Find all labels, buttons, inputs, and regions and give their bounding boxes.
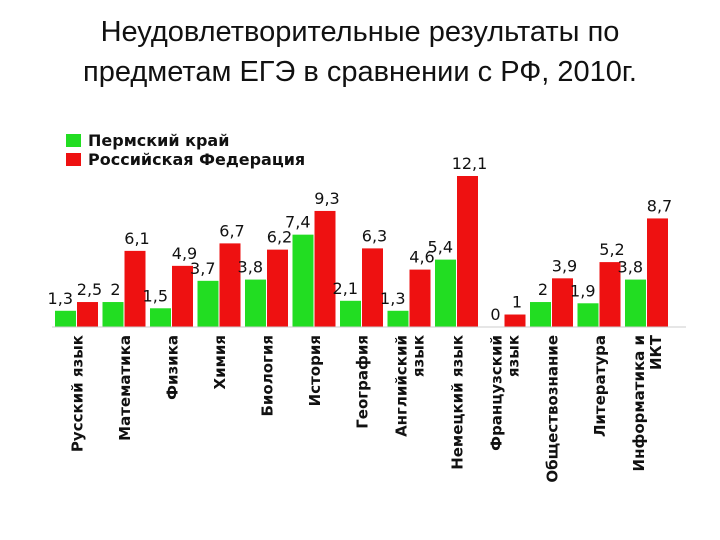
- bar-rf-2: [172, 265, 193, 327]
- value-label-rf-6: 6,3: [362, 226, 387, 245]
- value-label-rf-11: 5,2: [599, 240, 624, 259]
- category-label-1: Математика: [116, 335, 134, 441]
- category-label-line: Французский: [488, 335, 506, 451]
- value-label-rf-8: 12,1: [452, 154, 488, 173]
- bar-perm-5: [292, 234, 314, 327]
- category-labels: Русский язык Математика Физика Химия Биологи…: [69, 334, 666, 482]
- value-label-perm-8: 5,4: [428, 238, 453, 257]
- bar-rf-11: [599, 262, 621, 327]
- bar-rf-9: [504, 314, 526, 327]
- category-label-line: Английский: [393, 335, 411, 437]
- category-label-line: География: [354, 335, 372, 429]
- legend-label-perm: Пермский край: [88, 131, 229, 150]
- bar-rf-5: [314, 210, 336, 327]
- bar-perm-10: [530, 302, 551, 327]
- category-label-10: Обществознание: [544, 335, 562, 483]
- category-label-line: ИКТ: [647, 334, 665, 370]
- value-label-perm-1: 2: [110, 280, 120, 299]
- value-label-rf-4: 6,2: [267, 228, 292, 247]
- category-label-4: Биология: [259, 335, 277, 417]
- value-label-rf-5: 9,3: [314, 189, 339, 208]
- category-label-8: Немецкий язык: [449, 335, 467, 470]
- bar-perm-2: [150, 308, 171, 327]
- value-label-perm-9: 0: [490, 305, 500, 324]
- category-label-line: Физика: [164, 335, 182, 400]
- bar-rf-7: [409, 269, 431, 327]
- legend-swatch-rf: [66, 153, 81, 166]
- legend-label-rf: Российская Федерация: [88, 150, 305, 169]
- category-label-0: Русский язык: [69, 335, 87, 452]
- category-label-line: Химия: [211, 335, 229, 389]
- value-label-rf-2: 4,9: [172, 244, 197, 263]
- chart-title-line-2: предметам ЕГЭ в сравнении с РФ, 2010г.: [83, 56, 637, 88]
- chart-title-line-1: Неудовлетворительные результаты по: [100, 16, 620, 48]
- legend-swatch-perm: [66, 134, 81, 147]
- category-label-6: География: [354, 335, 372, 429]
- chart-title: Неудовлетворительные результаты по предм…: [0, 12, 720, 92]
- bar-perm-1: [102, 302, 124, 327]
- category-label-line: Биология: [259, 335, 277, 417]
- bar-rf-12: [647, 218, 668, 327]
- value-label-rf-0: 2,5: [77, 280, 102, 299]
- value-label-perm-2: 1,5: [143, 286, 168, 305]
- value-label-perm-5: 7,4: [285, 213, 310, 232]
- category-label-9: Французский язык: [488, 335, 523, 451]
- value-label-perm-0: 1,3: [48, 289, 73, 308]
- bar-rf-10: [552, 278, 573, 327]
- category-label-line: язык: [505, 335, 523, 377]
- value-label-perm-3: 3,7: [190, 259, 215, 278]
- category-label-line: Информатика и: [630, 335, 648, 471]
- bars: [55, 176, 668, 327]
- category-label-11: Литература: [591, 335, 609, 437]
- value-label-rf-3: 6,7: [219, 221, 244, 240]
- bar-rf-0: [77, 302, 98, 327]
- category-label-line: Математика: [116, 335, 134, 441]
- value-label-perm-7: 1,3: [380, 289, 405, 308]
- bar-perm-11: [577, 303, 599, 327]
- value-label-rf-9: 1: [512, 293, 522, 312]
- category-label-5: История: [306, 335, 324, 406]
- bar-perm-7: [387, 310, 409, 327]
- category-label-line: История: [306, 335, 324, 406]
- category-label-7: Английский язык: [393, 335, 428, 437]
- value-label-rf-12: 8,7: [647, 196, 672, 215]
- bar-perm-6: [340, 300, 361, 327]
- value-label-rf-1: 6,1: [124, 229, 149, 248]
- value-label-perm-4: 3,8: [238, 258, 263, 277]
- value-label-perm-10: 2: [538, 280, 548, 299]
- value-label-rf-10: 3,9: [552, 256, 577, 275]
- bar-perm-4: [245, 279, 266, 327]
- category-label-12: Информатика и ИКТ: [630, 334, 665, 471]
- category-label-line: Литература: [591, 335, 609, 437]
- bar-perm-8: [435, 259, 456, 327]
- category-label-line: Русский язык: [69, 335, 87, 452]
- value-label-perm-12: 3,8: [618, 258, 643, 277]
- value-label-rf-7: 4,6: [409, 248, 434, 267]
- bar-perm-12: [625, 279, 646, 327]
- bar-rf-1: [124, 250, 146, 327]
- category-label-2: Физика: [164, 335, 182, 400]
- category-label-line: Немецкий язык: [449, 335, 467, 470]
- bar-rf-3: [219, 243, 241, 327]
- value-label-perm-11: 1,9: [570, 281, 595, 300]
- value-label-perm-6: 2,1: [333, 279, 358, 298]
- value-labels: 1,3 2,5 26,11,54,93,76,73,86,27,49,32,16,3…: [48, 154, 673, 324]
- bar-rf-4: [267, 249, 288, 327]
- category-label-3: Химия: [211, 335, 229, 389]
- bar-perm-0: [55, 310, 76, 327]
- category-label-line: язык: [410, 335, 428, 377]
- bar-rf-8: [457, 176, 478, 327]
- bar-rf-6: [362, 248, 383, 327]
- bar-perm-3: [197, 280, 219, 327]
- category-label-line: Обществознание: [544, 335, 562, 483]
